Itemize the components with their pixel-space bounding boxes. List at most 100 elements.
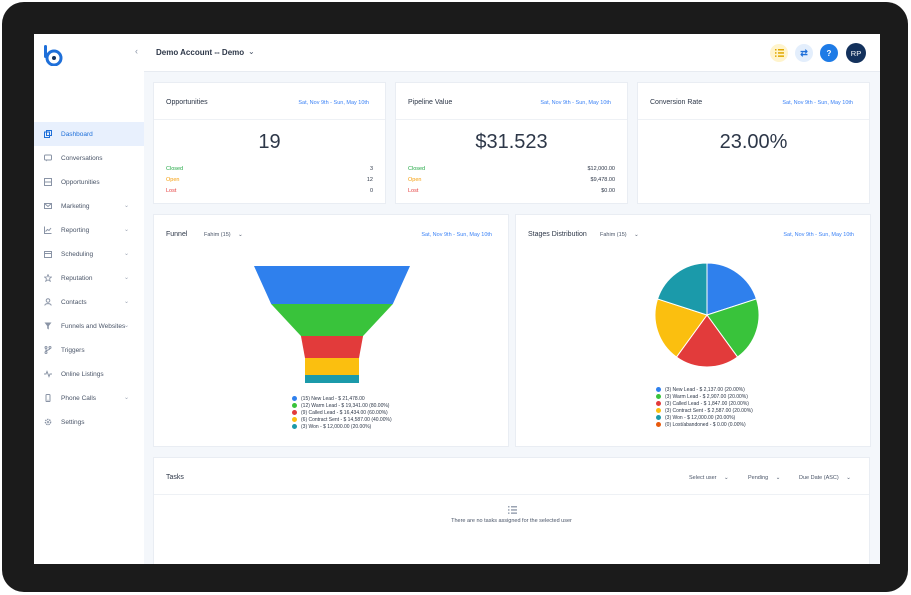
- pulse-icon: [44, 370, 52, 378]
- legend-swatch: [656, 387, 661, 392]
- stat-label: Open: [166, 177, 180, 183]
- legend-item: (0) Lost/abandoned - $ 0.00 (0.00%): [656, 421, 753, 428]
- legend-swatch: [292, 403, 297, 408]
- sidebar-item-online-listings[interactable]: Online Listings: [34, 362, 144, 386]
- sidebar-nav: Dashboard Conversations Opportunities Marke…: [34, 122, 144, 434]
- sidebar-item-reputation[interactable]: Reputation ⌄: [34, 266, 144, 290]
- funnel-stage-new-lead: [254, 266, 410, 304]
- user-icon: [44, 298, 52, 306]
- funnel-legend: (15) New Lead - $ 21,478.00 (12) Warm Lea…: [292, 395, 392, 430]
- gear-icon: [44, 418, 52, 426]
- stat-value: 3: [369, 166, 373, 172]
- sidebar-item-phone-calls[interactable]: Phone Calls ⌄: [34, 386, 144, 410]
- user-filter-dropdown[interactable]: Fahim (15) ⌄: [600, 232, 639, 238]
- card-title: Pipeline Value: [408, 99, 453, 106]
- phone-icon: [44, 394, 52, 402]
- stages-pie-chart: [654, 262, 760, 368]
- sidebar-item-opportunities[interactable]: Opportunities: [34, 170, 144, 194]
- legend-item: (15) New Lead - $ 21,478.00: [292, 395, 392, 402]
- calendar-icon: [44, 250, 52, 258]
- sidebar-item-dashboard[interactable]: Dashboard: [34, 122, 144, 146]
- pie-slice-called-lead: [675, 314, 739, 368]
- branch-icon: [44, 346, 52, 354]
- legend-swatch: [656, 408, 661, 413]
- chat-icon: [44, 154, 52, 162]
- pipeline-value-card: Pipeline Value Sat, Nov 9th - Sun, May 1…: [395, 82, 628, 204]
- avatar-initials: RP: [850, 48, 862, 58]
- divider: [396, 119, 627, 120]
- legend-label: (3) Called Lead - $ 1,847.00 (20.00%): [665, 400, 749, 407]
- legend-swatch: [292, 417, 297, 422]
- stat-label: Closed: [408, 166, 426, 172]
- date-range-link[interactable]: Sat, Nov 9th - Sun, May 10th: [540, 100, 611, 106]
- legend-item: (3) Won - $ 12,000.00 (20.00%): [656, 414, 753, 421]
- sidebar-item-label: Reporting: [61, 226, 90, 234]
- funnel-card: Funnel Fahim (15) ⌄ Sat, Nov 9th - Sun, …: [153, 214, 509, 447]
- sidebar-item-label: Opportunities: [61, 178, 100, 186]
- legend-label: (6) Contract Sent - $ 14,587.00 (40.00%): [301, 416, 392, 423]
- sidebar-item-funnels-and-websites[interactable]: Funnels and Websites ⌄: [34, 314, 144, 338]
- dropdown-value: Fahim (15): [204, 232, 231, 238]
- dropdown-value: Due Date (ASC): [799, 475, 839, 481]
- date-range-link[interactable]: Sat, Nov 9th - Sun, May 10th: [782, 100, 853, 106]
- legend-item: (3) Won - $ 12,000.00 (20.00%): [292, 423, 392, 430]
- card-title: Funnel: [166, 231, 188, 238]
- legend-swatch: [292, 410, 297, 415]
- sidebar-item-contacts[interactable]: Contacts ⌄: [34, 290, 144, 314]
- dropdown-value: Pending: [748, 475, 769, 481]
- legend-swatch: [656, 422, 661, 427]
- stat-label: Closed: [166, 166, 184, 172]
- pie-slice-contract-sent: [654, 298, 708, 358]
- status-dropdown[interactable]: Pending ⌄: [748, 475, 780, 481]
- empty-state-message: There are no tasks assigned for the sele…: [451, 518, 572, 524]
- funnel-stage-won: [305, 375, 359, 383]
- stat-label: Lost: [408, 188, 419, 194]
- opportunities-card: Opportunities Sat, Nov 9th - Sun, May 10…: [153, 82, 386, 204]
- legend-swatch: [292, 424, 297, 429]
- account-selector[interactable]: Demo Account -- Demo: [156, 48, 245, 57]
- tasks-card: Tasks Select user ⌄ Pending ⌄ Due Date (…: [153, 457, 870, 564]
- chart-icon: [44, 226, 52, 234]
- opportunities-icon: [44, 178, 52, 186]
- user-filter-dropdown[interactable]: Fahim (15) ⌄: [204, 232, 243, 238]
- date-range-link[interactable]: Sat, Nov 9th - Sun, May 10th: [298, 100, 369, 106]
- sidebar-item-label: Online Listings: [61, 370, 104, 378]
- funnel-stage-called-lead: [300, 336, 364, 358]
- sidebar-item-marketing[interactable]: Marketing ⌄: [34, 194, 144, 218]
- swap-icon[interactable]: ⇄: [795, 44, 813, 62]
- dropdown-value: Select user: [689, 475, 717, 481]
- sidebar-item-label: Dashboard: [61, 130, 93, 138]
- select-user-dropdown[interactable]: Select user ⌄: [689, 475, 729, 481]
- chevron-down-icon: ⌄: [124, 227, 130, 233]
- list-icon[interactable]: [770, 44, 788, 62]
- stat-row-lost: Lost 0: [166, 188, 373, 194]
- stat-row-open: Open $9,478.00: [408, 177, 615, 183]
- stat-row-closed: Closed $12,000.00: [408, 166, 615, 172]
- sidebar-item-triggers[interactable]: Triggers: [34, 338, 144, 362]
- divider: [638, 119, 869, 120]
- stat-value: 12: [366, 177, 373, 183]
- stat-value: $12,000.00: [587, 166, 615, 172]
- mail-icon: [44, 202, 52, 210]
- sidebar-item-settings[interactable]: Settings: [34, 410, 144, 434]
- sidebar-item-reporting[interactable]: Reporting ⌄: [34, 218, 144, 242]
- help-button[interactable]: ?: [820, 44, 838, 62]
- sidebar-item-conversations[interactable]: Conversations: [34, 146, 144, 170]
- chevron-down-icon: ⌄: [634, 232, 639, 238]
- date-range-link[interactable]: Sat, Nov 9th - Sun, May 10th: [783, 232, 854, 238]
- legend-swatch: [292, 396, 297, 401]
- sort-dropdown[interactable]: Due Date (ASC) ⌄: [799, 475, 851, 481]
- date-range-link[interactable]: Sat, Nov 9th - Sun, May 10th: [421, 232, 492, 238]
- pie-slice-new-lead: [706, 262, 758, 316]
- sidebar-item-scheduling[interactable]: Scheduling ⌄: [34, 242, 144, 266]
- chevron-down-icon[interactable]: ⌄: [248, 47, 255, 56]
- legend-item: (3) Called Lead - $ 1,847.00 (20.00%): [656, 400, 753, 407]
- divider: [154, 494, 869, 495]
- sidebar-item-label: Reputation: [61, 274, 93, 282]
- divider: [154, 119, 385, 120]
- legend-label: (0) Lost/abandoned - $ 0.00 (0.00%): [665, 421, 746, 428]
- chevron-left-icon[interactable]: ‹: [135, 46, 138, 56]
- sidebar-item-label: Phone Calls: [61, 394, 97, 402]
- avatar[interactable]: RP: [846, 43, 866, 63]
- chevron-down-icon: ⌄: [238, 232, 243, 238]
